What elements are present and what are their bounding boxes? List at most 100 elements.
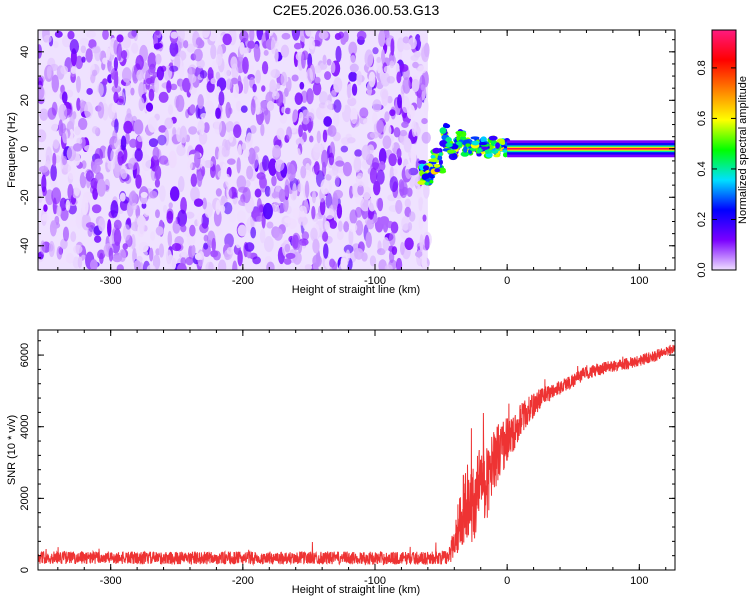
onset-cell — [432, 147, 441, 154]
noise-cell — [416, 185, 422, 199]
noise-cell — [369, 30, 375, 36]
noise-cell — [401, 96, 410, 114]
noise-cell — [305, 30, 313, 37]
noise-cell — [280, 71, 288, 87]
noise-cell — [306, 67, 314, 85]
noise-cell — [54, 30, 63, 38]
noise-cell — [38, 129, 47, 143]
noise-cell — [360, 198, 371, 212]
noise-cell — [291, 74, 299, 82]
noise-cell — [284, 107, 292, 115]
x-tick-label: -100 — [364, 275, 386, 287]
noise-cell — [298, 111, 304, 123]
noise-cell — [333, 77, 343, 93]
noise-cell — [345, 249, 351, 262]
noise-cell — [121, 35, 132, 49]
noise-cell — [225, 101, 232, 119]
colorbar-tick-label: 0.0 — [696, 262, 708, 277]
noise-cell — [148, 66, 156, 76]
noise-cell — [125, 85, 132, 101]
noise-cell — [102, 78, 108, 86]
noise-cell — [122, 67, 132, 83]
noise-cell — [272, 144, 282, 158]
noise-cell — [108, 65, 114, 74]
noise-cell — [342, 161, 352, 177]
noise-cell — [86, 88, 93, 95]
onset-cell — [452, 152, 458, 159]
noise-cell — [197, 94, 204, 110]
noise-cell — [93, 235, 102, 243]
noise-cell — [200, 112, 208, 120]
noise-cell — [176, 144, 186, 157]
noise-cell — [270, 68, 281, 79]
noise-cell — [264, 106, 271, 125]
noise-cell — [390, 221, 399, 234]
noise-cell — [165, 249, 172, 265]
noise-cell — [311, 205, 316, 220]
noise-cell — [275, 204, 280, 222]
y-tick-label: 4000 — [19, 414, 31, 438]
noise-cell — [102, 57, 108, 65]
noise-cell — [193, 48, 203, 62]
noise-cell — [393, 168, 398, 176]
noise-cell — [368, 197, 377, 212]
noise-cell — [155, 30, 160, 36]
noise-cell — [312, 81, 322, 96]
noise-cell — [278, 188, 286, 203]
onset-cell — [481, 146, 489, 151]
noise-cell — [421, 118, 428, 125]
noise-cell — [273, 227, 283, 241]
noise-cell — [279, 113, 287, 124]
noise-cell — [120, 49, 128, 60]
noise-cell — [271, 191, 281, 200]
noise-cell — [348, 172, 354, 186]
noise-cell — [259, 228, 266, 244]
onset-cell — [502, 152, 508, 158]
noise-cell — [78, 117, 88, 130]
noise-cell — [242, 56, 249, 74]
noise-cell — [79, 37, 90, 47]
noise-cell — [421, 253, 427, 270]
noise-cell — [214, 227, 223, 235]
noise-cell — [148, 138, 159, 148]
noise-cell — [133, 162, 140, 178]
colorbar-label: Normalized spectral amplitude — [737, 76, 749, 224]
x-tick-label: -200 — [232, 275, 254, 287]
noise-cell — [384, 264, 393, 270]
noise-cell — [98, 217, 106, 232]
noise-cell — [116, 43, 123, 62]
noise-cell — [223, 202, 233, 215]
noise-cell — [136, 135, 144, 142]
noise-cell — [86, 30, 96, 38]
noise-cell — [163, 204, 168, 213]
noise-cell — [250, 98, 256, 116]
noise-cell — [319, 91, 329, 105]
noise-cell — [254, 188, 262, 198]
noise-cell — [291, 30, 301, 41]
noise-cell — [67, 183, 74, 201]
noise-cell — [290, 125, 297, 133]
noise-cell — [94, 148, 104, 163]
noise-cell — [395, 199, 403, 214]
noise-cell — [228, 186, 238, 199]
noise-cell — [264, 185, 271, 197]
noise-cell — [91, 126, 99, 134]
noise-cell — [376, 248, 386, 256]
noise-cell — [260, 100, 268, 112]
noise-cell — [377, 197, 384, 212]
noise-cell — [84, 145, 94, 152]
y-tick-label: 6000 — [19, 343, 31, 367]
noise-cell — [324, 71, 332, 81]
noise-cell — [67, 30, 75, 40]
onset-cell — [446, 149, 456, 154]
noise-cell — [366, 81, 373, 97]
noise-cell — [399, 129, 408, 137]
noise-cell — [112, 255, 123, 263]
noise-cell — [244, 179, 251, 188]
noise-cell — [60, 84, 65, 94]
noise-cell — [408, 37, 417, 50]
noise-cell — [343, 244, 354, 254]
noise-cell — [323, 243, 329, 259]
noise-cell — [312, 238, 320, 254]
